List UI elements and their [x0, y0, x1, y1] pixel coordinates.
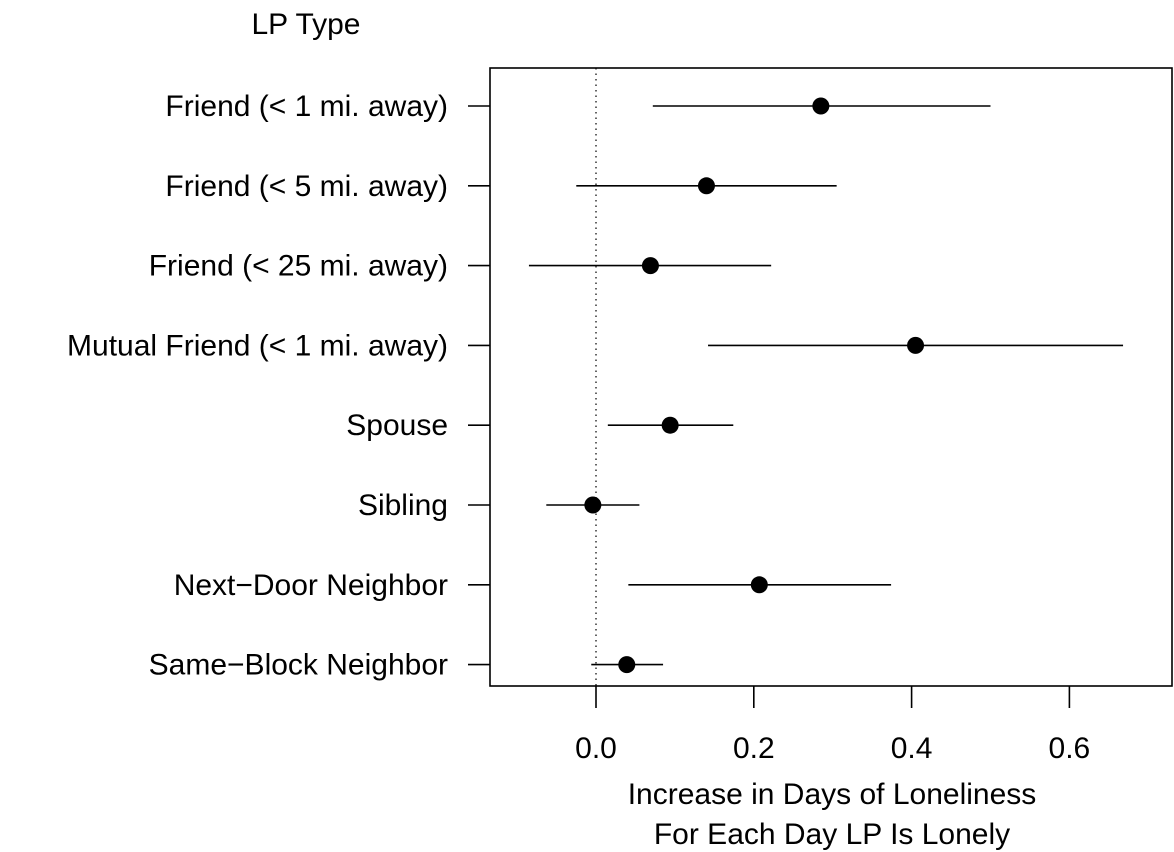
x-axis: 0.0 0.2 0.4 0.6: [575, 686, 1090, 765]
points-layer: [584, 97, 925, 674]
y-tick-label: Same−Block Neighbor: [149, 649, 448, 682]
y-tick-label: Friend (< 5 mi. away): [165, 170, 448, 203]
estimate-point: [697, 177, 715, 195]
plot-frame: [489, 67, 1173, 687]
x-axis-title-line-2: For Each Day LP Is Lonely: [654, 818, 1010, 851]
estimate-point: [641, 257, 659, 275]
estimate-point: [584, 496, 602, 514]
x-tick-label: 0.4: [891, 732, 933, 765]
estimate-point: [618, 656, 636, 674]
intervals-layer: [528, 105, 1124, 666]
y-tick-label: Friend (< 25 mi. away): [149, 250, 448, 283]
estimate-point: [750, 576, 768, 594]
estimate-point: [661, 416, 679, 434]
y-tick-label: Next−Door Neighbor: [174, 569, 448, 602]
x-tick-label: 0.0: [575, 732, 617, 765]
x-axis-title-line-1: Increase in Days of Loneliness: [628, 778, 1037, 811]
estimate-point: [907, 336, 925, 354]
estimate-point: [812, 97, 830, 115]
y-tick-label: Sibling: [358, 489, 448, 522]
y-tick-label: Mutual Friend (< 1 mi. away): [67, 329, 448, 362]
y-tick-label: Spouse: [346, 409, 448, 442]
y-tick-label: Friend (< 1 mi. away): [165, 90, 448, 123]
x-tick-label: 0.6: [1049, 732, 1091, 765]
y-axis: Friend (< 1 mi. away) Friend (< 5 mi. awa…: [67, 90, 490, 682]
x-tick-label: 0.2: [733, 732, 775, 765]
y-axis-title: LP Type: [252, 8, 361, 41]
